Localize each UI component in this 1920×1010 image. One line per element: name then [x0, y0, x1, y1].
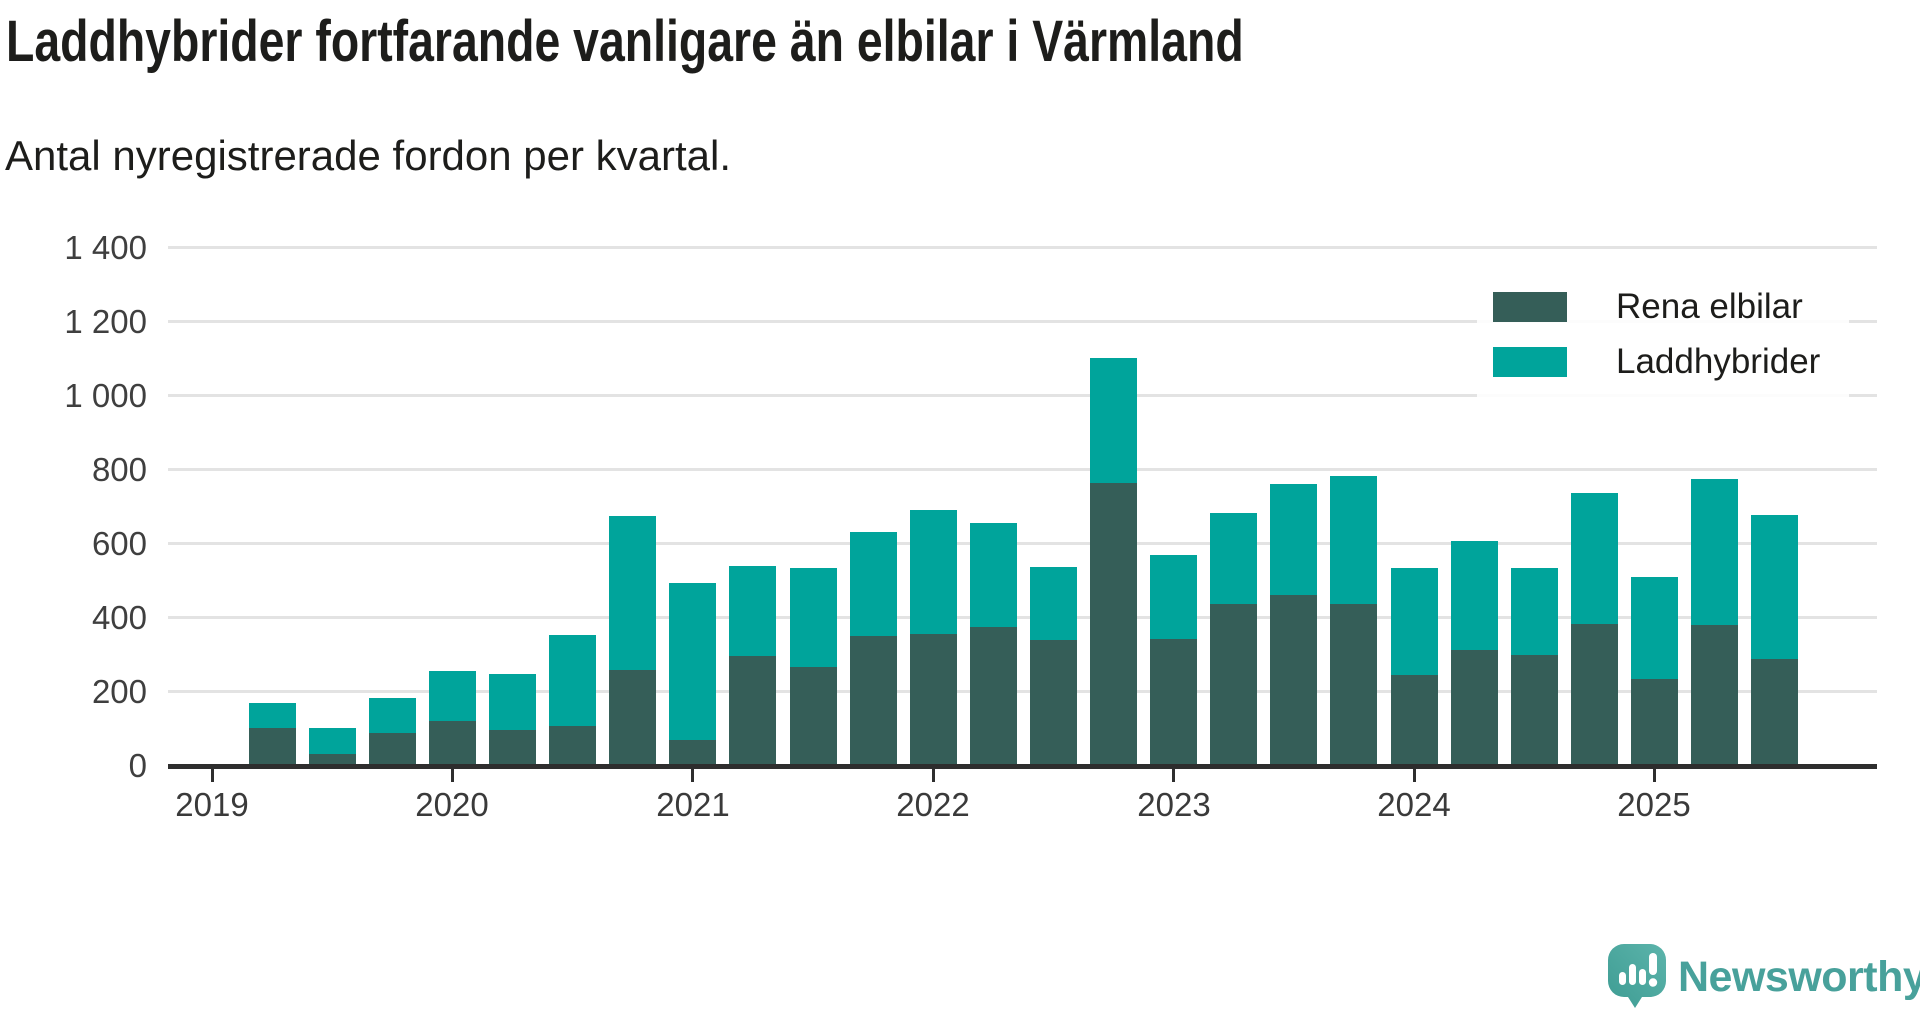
- legend-label: Laddhybrider: [1616, 342, 1821, 381]
- y-axis-label-600: 600: [91, 525, 147, 562]
- bar-elbilar-2021K1: [669, 740, 716, 766]
- y-axis-label-200: 200: [91, 673, 147, 710]
- bar-laddhybrid-2023K4: [1330, 476, 1377, 604]
- gridline-600: [168, 542, 1877, 545]
- gridline-1200: [168, 320, 1877, 323]
- bar-elbilar-2025K3: [1751, 659, 1798, 766]
- bar-laddhybrid-2021K4: [850, 532, 897, 636]
- bar-elbilar-2024K1: [1391, 675, 1438, 766]
- x-axis-tick-2021: [691, 769, 694, 782]
- bar-laddhybrid-2024K2: [1451, 541, 1498, 650]
- x-axis-tick-2019: [211, 769, 214, 782]
- x-axis-label-2019: 2019: [175, 786, 249, 823]
- y-axis-label-800: 800: [91, 451, 147, 488]
- y-axis-label-1400: 1 400: [64, 229, 147, 266]
- x-axis-line: [168, 764, 1877, 769]
- bar-laddhybrid-2020K2: [489, 674, 536, 730]
- bar-elbilar-2021K3: [790, 667, 837, 766]
- x-axis-tick-2022: [932, 769, 935, 782]
- bar-elbilar-2020K1: [429, 721, 476, 766]
- y-axis-label-400: 400: [91, 599, 147, 636]
- x-axis-tick-2020: [451, 769, 454, 782]
- bar-laddhybrid-2025K3: [1751, 515, 1798, 659]
- bar-elbilar-2021K4: [850, 636, 897, 766]
- bar-elbilar-2022K3: [1030, 640, 1077, 766]
- bar-laddhybrid-2024K3: [1511, 568, 1558, 655]
- bar-laddhybrid-2022K4: [1090, 358, 1137, 483]
- x-axis-label-2021: 2021: [656, 786, 730, 823]
- bar-elbilar-2024K4: [1571, 624, 1618, 766]
- bar-laddhybrid-2019K2: [249, 703, 296, 728]
- chart-title: Laddhybrider fortfarande vanligare än el…: [6, 9, 1244, 74]
- bar-elbilar-2022K4: [1090, 483, 1137, 766]
- bar-laddhybrid-2023K2: [1210, 513, 1257, 604]
- bar-elbilar-2023K4: [1330, 604, 1377, 766]
- bar-laddhybrid-2024K4: [1571, 493, 1618, 624]
- bar-laddhybrid-2021K2: [729, 566, 776, 656]
- newsworthy-wordmark: Newsworthy: [1678, 953, 1920, 1001]
- gridline-1400: [168, 246, 1877, 249]
- bar-elbilar-2023K1: [1150, 639, 1197, 766]
- legend-label: Rena elbilar: [1616, 287, 1803, 326]
- bar-laddhybrid-2020K3: [549, 635, 596, 726]
- bar-elbilar-2019K3: [309, 754, 356, 766]
- x-axis-tick-2025: [1653, 769, 1656, 782]
- bar-laddhybrid-2023K1: [1150, 555, 1197, 639]
- x-axis-label-2025: 2025: [1617, 786, 1691, 823]
- legend-swatch-icon: [1493, 292, 1567, 322]
- bar-elbilar-2020K4: [609, 670, 656, 766]
- chart-legend: Rena elbilar Laddhybrider: [1477, 254, 1849, 400]
- bar-elbilar-2021K2: [729, 656, 776, 766]
- bar-laddhybrid-2025K1: [1631, 577, 1678, 679]
- x-axis-label-2024: 2024: [1377, 786, 1451, 823]
- bar-elbilar-2025K2: [1691, 625, 1738, 766]
- bar-laddhybrid-2022K3: [1030, 567, 1077, 640]
- y-axis-label-1000: 1 000: [64, 377, 147, 414]
- bar-elbilar-2025K1: [1631, 679, 1678, 766]
- gridline-400: [168, 616, 1877, 619]
- bar-elbilar-2022K1: [910, 634, 957, 766]
- bar-laddhybrid-2021K3: [790, 568, 837, 667]
- bar-laddhybrid-2020K1: [429, 671, 476, 721]
- bar-laddhybrid-2021K1: [669, 583, 716, 740]
- gridline-1000: [168, 394, 1877, 397]
- bar-laddhybrid-2022K1: [910, 510, 957, 634]
- bar-laddhybrid-2020K4: [609, 516, 656, 670]
- bar-elbilar-2023K3: [1270, 595, 1317, 766]
- bar-laddhybrid-2024K1: [1391, 568, 1438, 675]
- x-axis-label-2023: 2023: [1137, 786, 1211, 823]
- gridline-800: [168, 468, 1877, 471]
- bar-laddhybrid-2019K3: [309, 728, 356, 754]
- bar-laddhybrid-2023K3: [1270, 484, 1317, 595]
- legend-swatch-icon: [1493, 347, 1567, 377]
- x-axis-tick-2024: [1413, 769, 1416, 782]
- newsworthy-bubble-icon: [1608, 944, 1666, 1008]
- bar-laddhybrid-2022K2: [970, 523, 1017, 627]
- y-axis-label-0: 0: [128, 747, 147, 784]
- bar-elbilar-2019K4: [369, 733, 416, 766]
- gridline-200: [168, 690, 1877, 693]
- bar-elbilar-2020K3: [549, 726, 596, 766]
- bar-elbilar-2020K2: [489, 730, 536, 766]
- y-axis-label-1200: 1 200: [64, 303, 147, 340]
- bar-laddhybrid-2019K4: [369, 698, 416, 733]
- bar-elbilar-2024K3: [1511, 655, 1558, 766]
- bar-elbilar-2023K2: [1210, 604, 1257, 766]
- chart-subtitle: Antal nyregistrerade fordon per kvartal.: [5, 132, 732, 179]
- newsworthy-logo: Newsworthy: [1604, 940, 1920, 1010]
- bar-elbilar-2022K2: [970, 627, 1017, 766]
- bar-laddhybrid-2025K2: [1691, 479, 1738, 625]
- bar-elbilar-2024K2: [1451, 650, 1498, 766]
- x-axis-label-2022: 2022: [896, 786, 970, 823]
- bar-elbilar-2019K2: [249, 728, 296, 766]
- x-axis-tick-2023: [1172, 769, 1175, 782]
- x-axis-label-2020: 2020: [415, 786, 489, 823]
